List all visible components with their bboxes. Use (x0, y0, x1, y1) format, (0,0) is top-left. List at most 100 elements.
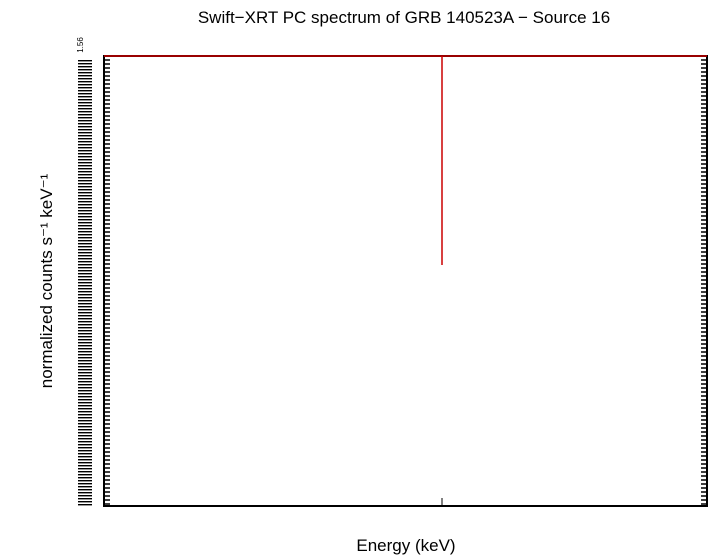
y-tick-label-glyphs (78, 261, 92, 263)
y-tick-label-glyphs (78, 435, 92, 437)
plot-frame (103, 55, 708, 507)
y-tick-label-glyphs (78, 90, 92, 92)
y-tick-label-glyphs (78, 342, 92, 344)
y-tick-label-glyphs (78, 84, 92, 86)
y-tick-label-glyphs (78, 315, 92, 317)
y-tick-label-glyphs (78, 327, 92, 329)
y-tick-label-glyphs (78, 441, 92, 443)
y-tick-label-glyphs (78, 258, 92, 260)
y-tick-label-glyphs (78, 372, 92, 374)
y-tick-label-glyphs (78, 195, 92, 197)
y-tick-label-glyphs (78, 399, 92, 401)
y-tick-label-glyphs (78, 129, 92, 131)
y-tick-label-glyphs (78, 192, 92, 194)
y-tick-label-glyphs (78, 204, 92, 206)
y-tick-label-glyphs (78, 351, 92, 353)
y-tick-label-glyphs (78, 294, 92, 296)
y-tick-label-glyphs (78, 252, 92, 254)
y-tick-label-glyphs (78, 309, 92, 311)
y-tick-label-glyphs (78, 411, 92, 413)
y-tick-label-glyphs (78, 465, 92, 467)
y-tick-label-glyphs (78, 378, 92, 380)
y-tick-label-glyphs (78, 354, 92, 356)
y-tick-label-glyphs (78, 246, 92, 248)
y-tick-label-glyphs (78, 444, 92, 446)
y-tick-label-glyphs (78, 486, 92, 488)
y-tick-label-glyphs (78, 243, 92, 245)
y-tick-label-glyphs (78, 168, 92, 170)
y-tick-label-glyphs (78, 72, 92, 74)
y-tick-label-glyphs (78, 285, 92, 287)
y-tick-label-glyphs (78, 267, 92, 269)
y-tick-label-glyphs (78, 300, 92, 302)
y-tick-label-glyphs (78, 219, 92, 221)
y-tick-label-glyphs (78, 468, 92, 470)
y-tick-label-glyphs (78, 225, 92, 227)
y-tick-label-glyphs (78, 405, 92, 407)
y-tick-label-glyphs (78, 384, 92, 386)
y-tick-label-glyphs (78, 393, 92, 395)
y-tick-label-glyphs (78, 291, 92, 293)
y-tick-label-glyphs (78, 360, 92, 362)
y-axis-ticks-left (104, 55, 110, 505)
y-tick-label-glyphs (78, 420, 92, 422)
y-tick-label-glyphs (78, 333, 92, 335)
y-tick-label-glyphs (78, 450, 92, 452)
y-tick-label-glyphs (78, 456, 92, 458)
y-tick-label-top: 1.56 (76, 37, 85, 53)
y-tick-label-glyphs (78, 189, 92, 191)
y-tick-label-glyphs (78, 228, 92, 230)
y-tick-label-glyphs (78, 177, 92, 179)
y-tick-label-glyphs (78, 417, 92, 419)
y-tick-label-glyphs (78, 81, 92, 83)
y-tick-label-glyphs (78, 141, 92, 143)
y-tick-label-glyphs (78, 171, 92, 173)
y-tick-label-glyphs (78, 231, 92, 233)
y-tick-label-glyphs (78, 390, 92, 392)
y-tick-label-glyphs (78, 312, 92, 314)
y-tick-label-glyphs (78, 147, 92, 149)
y-tick-label-glyphs (78, 156, 92, 158)
y-tick-label-glyphs (78, 183, 92, 185)
y-tick-label-glyphs (78, 249, 92, 251)
y-tick-label-glyphs (78, 432, 92, 434)
y-tick-label-glyphs (78, 180, 92, 182)
y-tick-label-glyphs (78, 453, 92, 455)
y-tick-label-glyphs (78, 387, 92, 389)
y-tick-label-glyphs (78, 363, 92, 365)
y-tick-label-glyphs (78, 474, 92, 476)
y-tick-label-glyphs (78, 186, 92, 188)
y-tick-label-glyphs (78, 423, 92, 425)
y-axis-ticks-right (701, 55, 707, 505)
y-tick-label-glyphs (78, 402, 92, 404)
y-tick-label-glyphs (78, 396, 92, 398)
y-tick-label-glyphs (78, 255, 92, 257)
y-tick-label-glyphs (78, 240, 92, 242)
y-tick-label-glyphs (78, 276, 92, 278)
y-tick-label-glyphs (78, 270, 92, 272)
y-tick-label-glyphs (78, 279, 92, 281)
y-tick-label-glyphs (78, 501, 92, 503)
y-tick-label-glyphs (78, 120, 92, 122)
y-tick-label-glyphs (78, 483, 92, 485)
y-tick-label-glyphs (78, 66, 92, 68)
y-tick-label-glyphs (78, 144, 92, 146)
y-tick-label-glyphs (78, 114, 92, 116)
y-tick-label-glyphs (78, 297, 92, 299)
y-tick-label-glyphs (78, 480, 92, 482)
y-tick-label-glyphs (78, 198, 92, 200)
y-tick-label-glyphs (78, 321, 92, 323)
chart-title: Swift−XRT PC spectrum of GRB 140523A − S… (198, 8, 610, 27)
y-tick-label-glyphs (78, 60, 92, 62)
y-tick-label-glyphs (78, 102, 92, 104)
y-tick-label-glyphs (78, 426, 92, 428)
y-tick-label-glyphs (78, 87, 92, 89)
y-tick-label-glyphs (78, 216, 92, 218)
y-tick-label-glyphs (78, 108, 92, 110)
y-tick-label-glyphs (78, 213, 92, 215)
y-tick-label-glyphs (78, 264, 92, 266)
y-tick-label-glyphs (78, 237, 92, 239)
y-tick-label-glyphs (78, 492, 92, 494)
y-tick-label-glyphs (78, 138, 92, 140)
